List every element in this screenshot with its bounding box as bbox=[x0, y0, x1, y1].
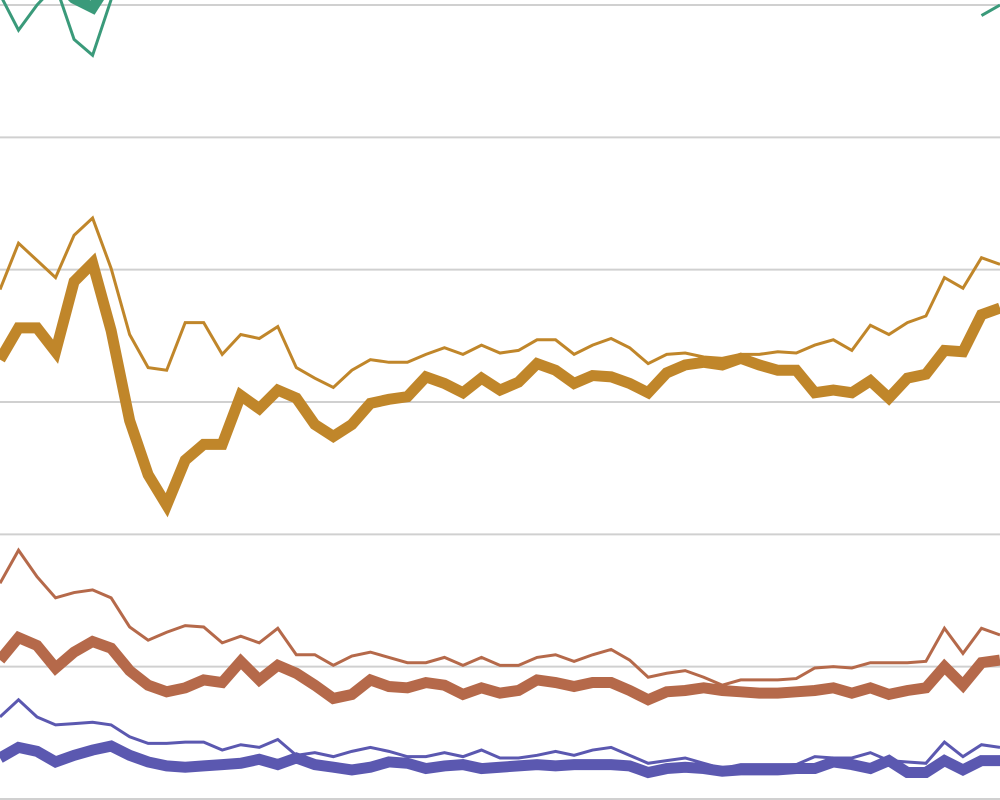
series-line-bold bbox=[0, 252, 1000, 518]
series-line bbox=[1, 0, 1000, 58]
series-line-bold bbox=[67, 0, 104, 15]
series-line bbox=[0, 547, 1000, 687]
series-line bbox=[0, 215, 1000, 390]
series-line-bold bbox=[0, 740, 1000, 779]
series-line-bold bbox=[0, 630, 1000, 706]
